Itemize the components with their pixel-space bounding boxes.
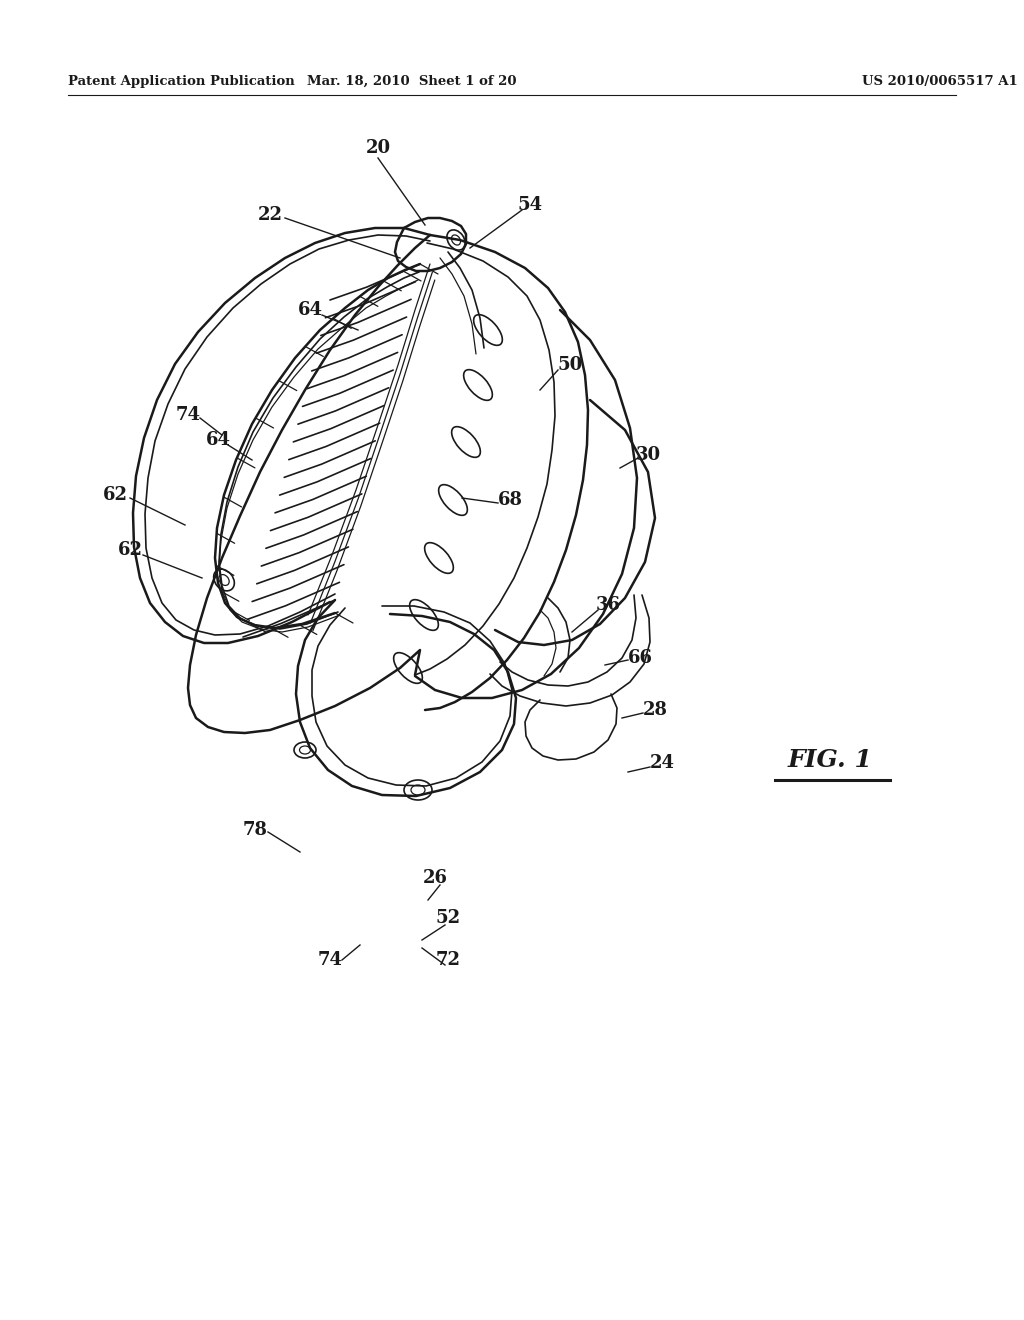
Text: 24: 24 xyxy=(649,754,675,772)
Text: 20: 20 xyxy=(366,139,390,157)
Text: 78: 78 xyxy=(243,821,267,840)
Text: 28: 28 xyxy=(642,701,668,719)
Text: 74: 74 xyxy=(317,950,342,969)
Text: 74: 74 xyxy=(175,407,201,424)
Text: 64: 64 xyxy=(206,432,230,449)
Text: 66: 66 xyxy=(628,649,652,667)
Text: 54: 54 xyxy=(517,195,543,214)
Text: Mar. 18, 2010  Sheet 1 of 20: Mar. 18, 2010 Sheet 1 of 20 xyxy=(307,75,517,88)
Text: US 2010/0065517 A1: US 2010/0065517 A1 xyxy=(862,75,1018,88)
Text: 64: 64 xyxy=(298,301,323,319)
Text: 62: 62 xyxy=(118,541,142,558)
Text: 30: 30 xyxy=(636,446,660,465)
Text: 62: 62 xyxy=(102,486,128,504)
Text: Patent Application Publication: Patent Application Publication xyxy=(68,75,295,88)
Text: 36: 36 xyxy=(596,597,621,614)
Text: 52: 52 xyxy=(435,909,461,927)
Text: 22: 22 xyxy=(257,206,283,224)
Text: 72: 72 xyxy=(435,950,461,969)
Text: 26: 26 xyxy=(423,869,447,887)
Text: 50: 50 xyxy=(557,356,583,374)
Text: 68: 68 xyxy=(498,491,522,510)
Text: FIG. 1: FIG. 1 xyxy=(787,748,872,772)
